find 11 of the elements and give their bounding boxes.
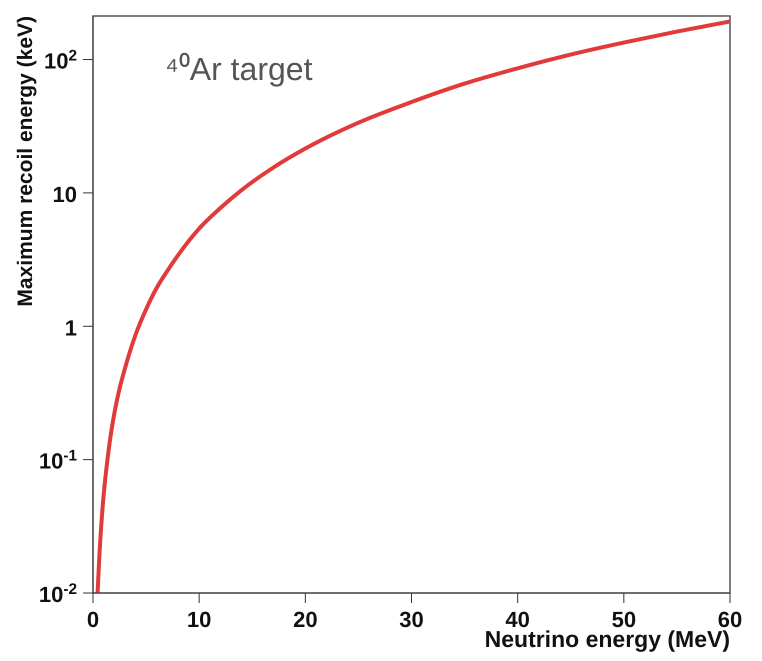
y-tick-label: 1 — [64, 315, 77, 340]
x-tick-label: 10 — [186, 607, 212, 632]
y-tick-label: 10$^{2}$ — [44, 47, 77, 74]
y-tick-label: 10$^{-2}$ — [38, 580, 77, 607]
x-tick-label: 30 — [399, 607, 424, 632]
y-axis-title: Maximum recoil energy (keV) — [14, 16, 37, 307]
y-tick-label: 10$^{-1}$ — [38, 447, 78, 474]
annotation: ⁴⁰Ar target — [165, 51, 313, 87]
y-tick-label: 10 — [52, 182, 77, 207]
x-tick-label: 20 — [293, 607, 318, 632]
x-tick-label: 0 — [86, 607, 100, 632]
